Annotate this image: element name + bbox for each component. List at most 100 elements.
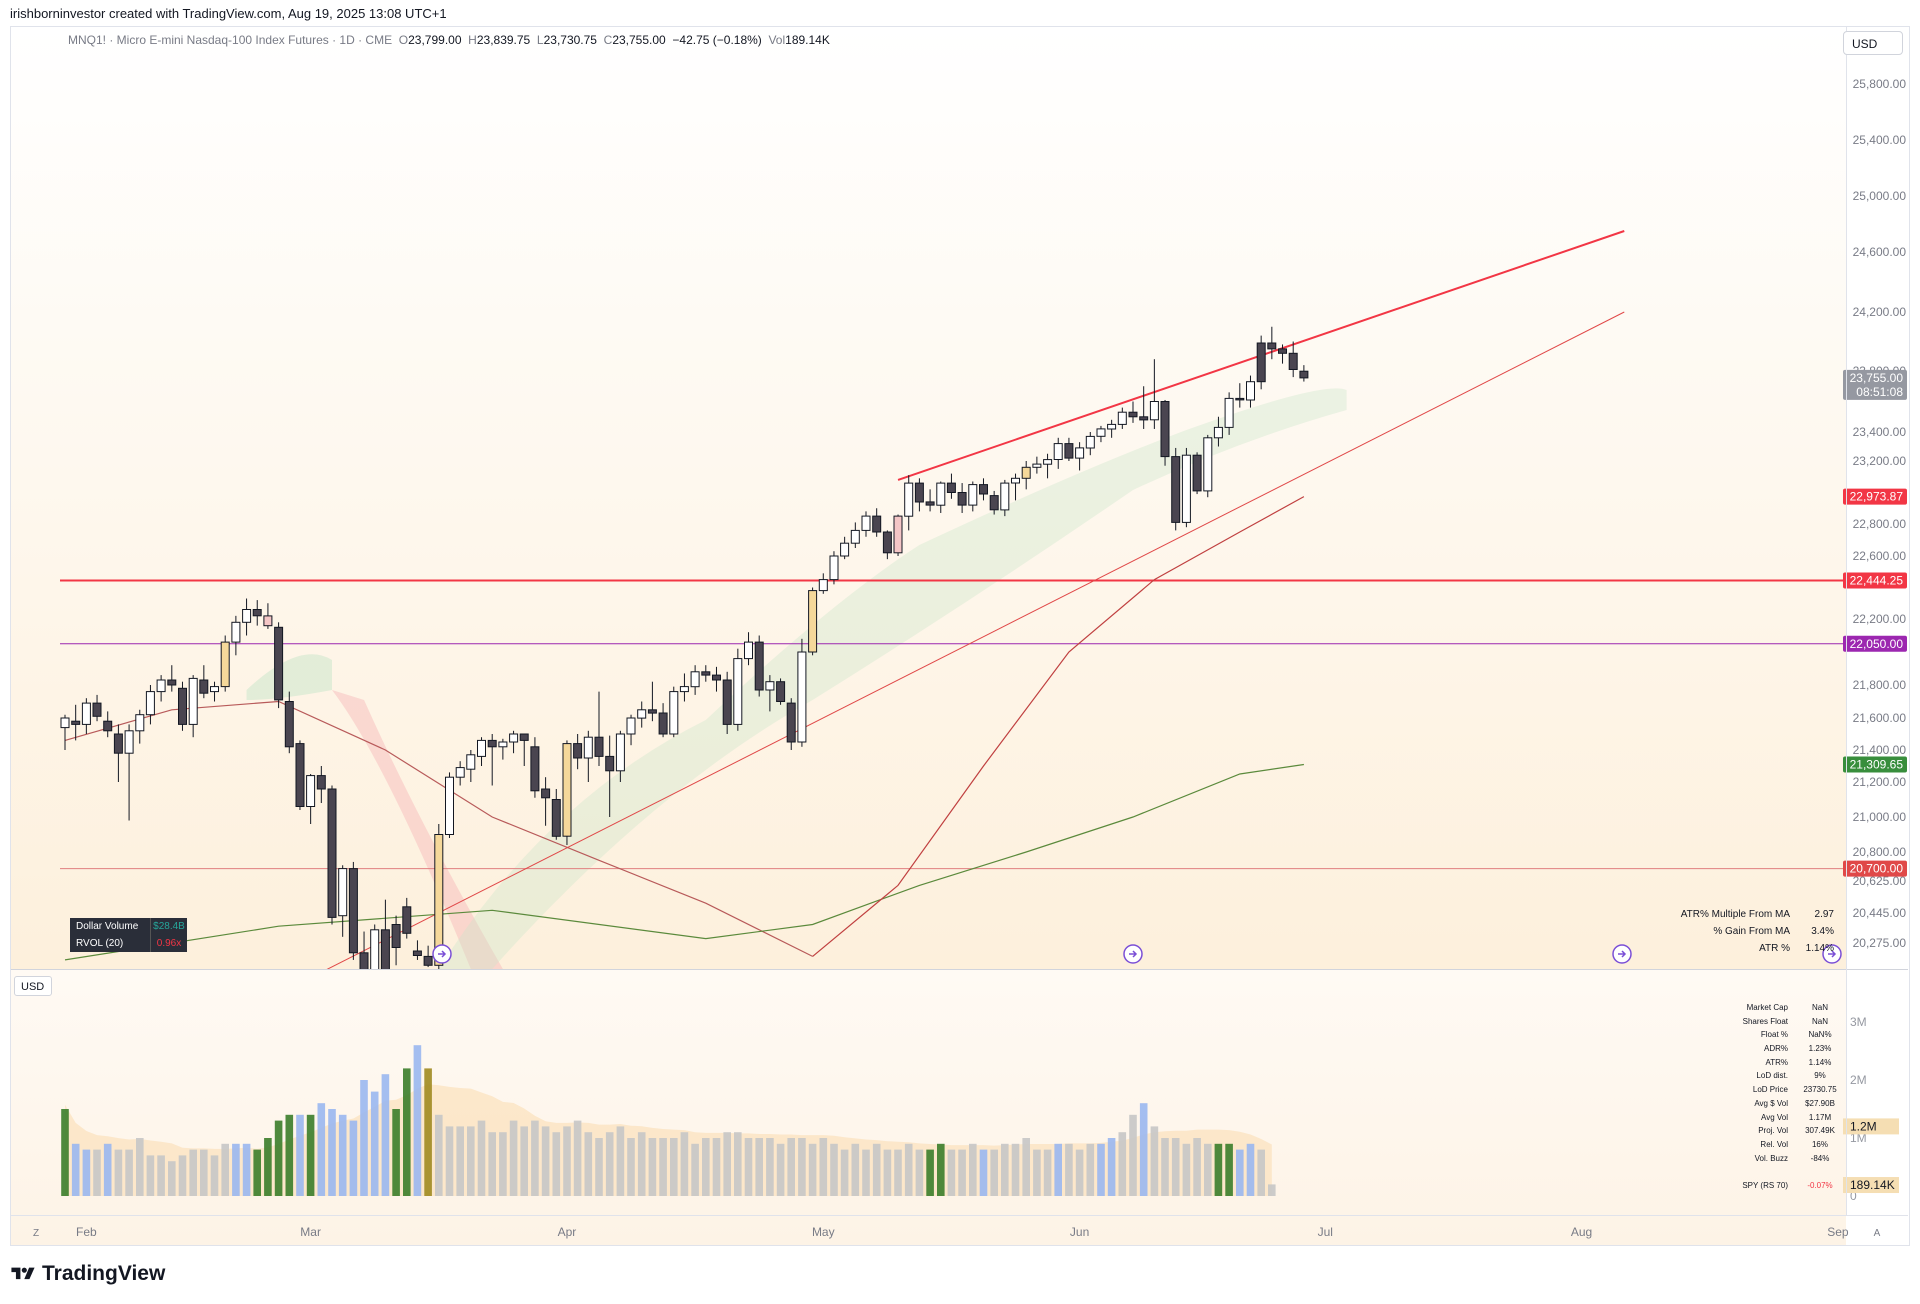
bullish-ribbon [438,388,1347,969]
candle-body [904,482,914,517]
volume-bar [1246,1143,1255,1196]
volume-bar [969,1143,977,1196]
table-row: LoD dist. 9% [1756,1071,1826,1081]
volume-bar [1257,1149,1265,1196]
table-row: Avg Vol 1.17M [1761,1112,1832,1122]
candle [1085,432,1095,456]
volume-bar [798,1138,806,1196]
candle [925,489,935,512]
candle-body [1021,466,1031,479]
candle-body [1181,454,1191,523]
candle-body [402,906,412,934]
symbol-legend[interactable]: MNQ1! · Micro E-mini Nasdaq-100 Index Fu… [68,33,830,47]
candle-body [1235,397,1245,401]
volume-bar [403,1068,411,1196]
candle-body [669,691,679,735]
volume-bar [1065,1143,1073,1196]
time-axis-label: May [812,1225,835,1239]
table-row: Float % NaN% [1760,1030,1832,1040]
candle-body [60,717,70,729]
dividend-flash-icon[interactable] [1612,944,1632,964]
candle [957,483,967,513]
candle [263,603,273,629]
price-badge-bg [1843,635,1907,652]
candle [1213,416,1223,447]
volume-bar [680,1132,689,1196]
tradingview-logo[interactable]: TradingView [10,1262,165,1286]
table-row: Vol. Buzz -84% [1754,1153,1830,1163]
table-row: SPY (RS 70) -0.07% [1728,1179,1844,1193]
volume-pane-bg [11,970,1846,1245]
gain-from-ma-label: % Gain From MA [1713,926,1790,937]
candle [615,730,625,782]
price-tick-label: 20,275.00 [1853,936,1907,950]
candle [199,665,209,699]
candle-body [370,929,380,969]
candle-body [530,746,540,792]
candle [914,478,924,512]
price-badge-bg [1843,860,1907,877]
candle [1171,447,1181,531]
moving-average-line [812,496,1305,957]
candle-body [1128,411,1138,418]
volume-bar [328,1109,336,1196]
table-row: % Gain From MA 3.4% [1660,923,1834,940]
price-badge-bg [1843,488,1907,505]
countdown-label: 08:51:08 [1856,385,1903,399]
volume-bar [531,1120,539,1196]
change-value: −42.75 (−0.18%) [672,33,762,47]
volume-currency-selector[interactable]: USD [14,976,52,996]
candle-body [231,621,241,643]
volume-bar [93,1149,101,1196]
candle [765,675,775,712]
candle [1032,456,1042,474]
candle-body [188,677,198,725]
currency-selector[interactable]: USD [1843,31,1903,55]
volume-bar [1204,1143,1212,1196]
candle [829,551,839,585]
candle-body [316,775,326,790]
table-row: Avg $ Vol $27.90B [1754,1098,1835,1108]
volume-bar [445,1126,454,1196]
volume-bar [734,1132,742,1196]
table-row: Shares Float NaN [1742,1016,1828,1026]
candle-body [626,717,636,735]
candle [1139,386,1149,429]
volume-bar [1001,1143,1009,1196]
volume-tick-label: 1M [1850,1131,1867,1145]
candle-body [989,495,999,511]
candle-body [380,929,390,969]
candle [220,635,230,692]
volume-badge: 1.2M [1843,1118,1899,1135]
candle-body [893,515,903,554]
price-badge-label: 23,755.00 [1850,371,1904,385]
candle-body [1011,477,1020,484]
candle-body [327,788,337,918]
candle-body [1224,397,1234,428]
candle-body [882,531,892,554]
volume-bar [221,1143,229,1196]
candle [850,522,860,548]
candle [103,711,113,738]
volume-bar [370,1091,379,1196]
table-row: Rel. Vol 16% [1760,1139,1828,1149]
volume-bar [1054,1143,1062,1196]
candle [1203,434,1213,498]
event-marker-icon[interactable] [432,944,452,964]
volume-bar [595,1138,603,1196]
timezone-glyph: Z [33,1228,39,1239]
candle [541,777,551,826]
trendline [326,311,1625,969]
price-tick-label: 24,200.00 [1853,305,1907,319]
symbol-name[interactable]: MNQ1! · Micro E-mini Nasdaq-100 Index Fu… [68,33,393,47]
candle [1011,473,1020,501]
candle-body [637,709,647,719]
volume-bar [702,1138,710,1196]
price-badge: 21,309.65 [1843,756,1907,773]
candle-body [455,767,465,778]
candle-body [647,709,657,714]
dollar-volume-table: Dollar Volume $28.4B RVOL (20) 0.96x [70,918,187,952]
event-marker-icon[interactable] [1822,944,1842,964]
event-marker-icon[interactable] [1123,944,1143,964]
